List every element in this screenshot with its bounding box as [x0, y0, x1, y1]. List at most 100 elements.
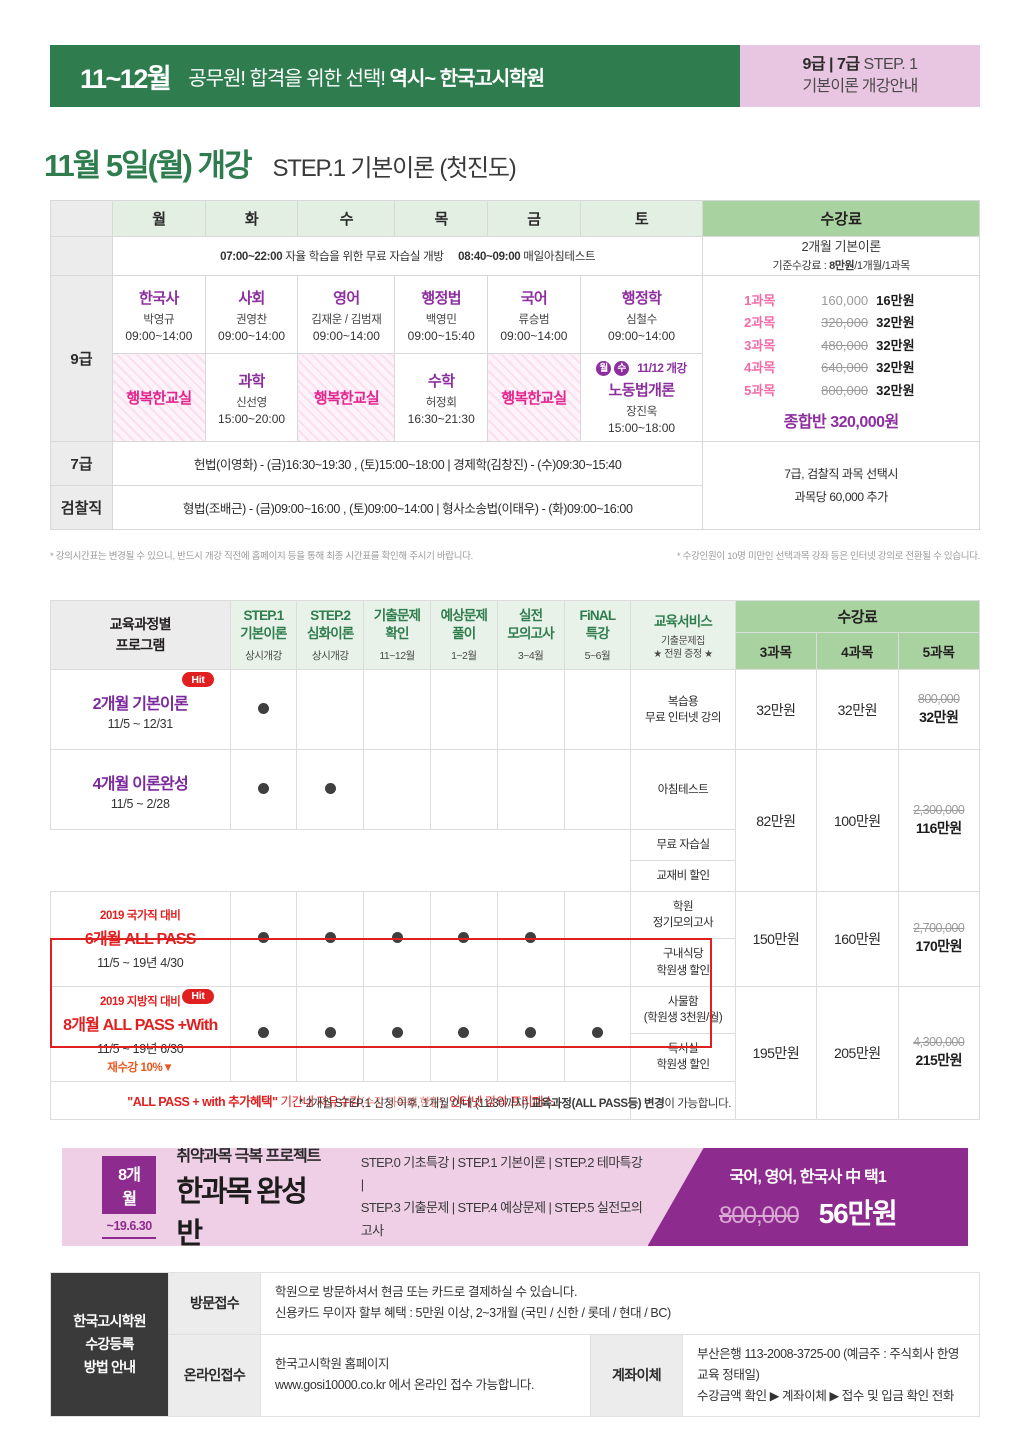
program-subrow: 교재비 할인 — [51, 860, 980, 893]
subject-teacher: 심철수 — [626, 313, 657, 326]
spacer-cell — [297, 861, 364, 892]
spacer-cell — [297, 830, 364, 861]
single-subject-promo-banner: 8개월 ~19.6.30 취약과목 극복 프로젝트 한과목 완성반 STEP.0… — [62, 1148, 968, 1246]
allpass-bonus-rest1: 기간내 자유수강 — [277, 1094, 361, 1109]
hit-badge: Hit — [182, 672, 214, 688]
service-line2: 정기모의고사 — [652, 917, 714, 930]
fee-col-header-4: 4과목 — [816, 632, 899, 671]
step-header-3: 기출문제 확인 11~12월 — [363, 599, 431, 671]
fee-subject-count: 5과목 — [744, 382, 776, 398]
subject-teacher: 류승범 — [518, 313, 550, 326]
check-dot-icon — [257, 702, 269, 714]
promo-step-list: STEP.0 기초특강 | STEP.1 기본이론 | STEP.2 테마특강 … — [361, 1152, 648, 1243]
day-chip-wed: 수 — [614, 360, 630, 376]
service-sub-line1: 기출문제집 — [660, 635, 705, 647]
program-name: 2개월 기본이론 — [92, 696, 189, 714]
step-title-2: 풀이 — [452, 625, 476, 641]
program-mark-cell — [296, 749, 365, 831]
program-mark-cell — [296, 891, 365, 987]
service-item-1: 복습용 무료 인터넷 강의 — [630, 669, 736, 751]
fee-original-price: 320,000 — [821, 315, 869, 331]
spacer-cell — [51, 830, 231, 861]
service-line1: 사물함 — [667, 995, 699, 1008]
banner-headline-plain: 공무원! 합격을 위한 선택! — [188, 67, 386, 90]
banner-month-label: 11~12월 — [80, 63, 172, 94]
program-mark-cell — [563, 891, 632, 987]
service-line1: 아침테스트 — [657, 783, 709, 796]
spacer-cell — [364, 830, 431, 861]
service-item-3: 무료 자습실 — [630, 829, 736, 862]
spacer-cell — [364, 861, 431, 892]
allpass-bonus-text: "ALL PASS + with 추가혜택" 기간내 자유수강(수강 과목에 한… — [49, 1080, 632, 1120]
program-fee-5: 4,300,000 215만원 — [897, 985, 980, 1120]
program-header-line1: 교육과정별 — [109, 616, 172, 633]
grade9-row-afternoon: 행복한교실 과학 신선영 15:00~20:00 행복한교실 수학 허정회 16… — [51, 353, 980, 443]
step-header-5: 실전 모의고사 3~4월 — [496, 599, 565, 671]
fee-sale-price: 16만원 — [876, 292, 915, 308]
promo-price-section: 국어, 영어, 한국사 中 택1 800,000 56만원 — [647, 1148, 968, 1246]
step-period: 상시개강 — [245, 650, 282, 663]
program-fee-5-new: 215만원 — [915, 1052, 963, 1069]
subject-time: 09:00~14:00 — [608, 328, 676, 343]
free-study-band: 07:00~22:00 자율 학습을 위한 무료 자습실 개방 08:40~09… — [111, 235, 704, 277]
subject-time: 15:00~20:00 — [218, 411, 286, 426]
schedule-corner-cell — [50, 200, 113, 237]
program-tag: 2019 국가직 대비 — [100, 909, 181, 922]
step-period: 3~4월 — [517, 650, 544, 663]
step-title: STEP.1 — [243, 608, 284, 623]
program-mark-cell — [229, 891, 298, 987]
registration-title-line2: 수강등록 — [85, 1336, 134, 1353]
day-header-tue: 화 — [204, 200, 299, 237]
program-row: Hit 2개월 기본이론 11/5 ~ 12/31 복습용 무료 인터넷 강의 … — [50, 669, 980, 751]
service-header-sub: 기출문제집 ★ 전원 증정 ★ — [633, 635, 732, 661]
program-header-row-1: 교육과정별 프로그램 STEP.1 기본이론 상시개강 STEP.2 심화이론 … — [50, 599, 981, 671]
check-dot-icon — [257, 782, 269, 794]
program-fee-4: 160만원 — [816, 891, 899, 987]
footnote-right: * 수강인원이 10명 미만인 선택과목 강좌 등은 인터넷 강의로 전환될 수… — [676, 551, 980, 562]
program-mark-cell — [229, 669, 298, 751]
banner-pink-section: 9급 | 7급 STEP. 1 기본이론 개강안내 — [740, 45, 980, 107]
program-mark-cell — [496, 891, 565, 987]
fee-row: 2과목 320,000 32만원 — [713, 312, 969, 331]
program-note-bold: 교육과정(ALL PASS등) 변경 — [530, 1098, 665, 1110]
service-item-2: 아침테스트 — [630, 749, 736, 831]
program-retake-discount: 재수강 10%▼ — [107, 1061, 174, 1074]
schedule-footnotes: * 강의시간표는 변경될 수 있으니, 반드시 개강 직전에 홈페이지 등을 통… — [50, 548, 980, 562]
program-fee-5-new: 116만원 — [915, 820, 962, 837]
program-mark-cell — [429, 891, 498, 987]
spacer-cell — [497, 861, 564, 892]
spacer-cell — [230, 861, 297, 892]
program-subrow: 구내식당 학원생 할인 — [51, 938, 980, 987]
service-line1: 독서실 — [667, 1043, 699, 1056]
program-fee-5-old: 2,300,000 — [913, 803, 965, 818]
day-header-mon: 월 — [112, 200, 206, 237]
program-fee-5: 2,700,000 170만원 — [897, 891, 980, 987]
class-cell-tue-2: 과학 신선영 15:00~20:00 — [204, 353, 299, 443]
day-chips: 월 수 11/12 개강 — [583, 360, 701, 376]
check-dot-icon — [324, 931, 336, 943]
free-study-corner — [50, 235, 113, 277]
program-mark-cell — [563, 749, 632, 831]
program-fee-4: 100만원 — [816, 749, 899, 893]
fee-package-total: 종합반 320,000원 — [783, 413, 900, 431]
program-fee-5: 800,000 32만원 — [897, 669, 980, 751]
subject-time: 09:00~14:00 — [312, 328, 380, 343]
online-detail-line2[interactable]: www.gosi10000.co.kr 에서 온라인 접수 가능합니다. — [275, 1378, 535, 1393]
program-info-cell-3: 2019 국가직 대비 6개월 ALL PASS 11/5 ~ 19년 4/30 — [50, 891, 231, 987]
program-change-note: * 2개월 STEP.1 신청 이후, 1개월 이내 (11/30까지) 교육과… — [50, 1095, 980, 1111]
check-dot-icon — [525, 1026, 537, 1038]
free-study-row: 07:00~22:00 자율 학습을 위한 무료 자습실 개방 08:40~09… — [50, 235, 980, 277]
visit-registration-detail: 학원으로 방문하셔서 현금 또는 카드로 결제하실 수 있습니다. 신용카드 무… — [260, 1272, 980, 1335]
program-fee-3: 195만원 — [734, 985, 818, 1120]
program-info-cell-1: Hit 2개월 기본이론 11/5 ~ 12/31 — [50, 669, 231, 751]
day-header-thu: 목 — [394, 200, 489, 237]
fee-sale-price: 32만원 — [876, 360, 915, 376]
free-study-text2: 매일아침테스트 — [523, 251, 596, 264]
subject-teacher: 권영찬 — [236, 313, 267, 326]
subject-teacher: 박영규 — [143, 313, 175, 326]
fee-original-price: 480,000 — [821, 337, 869, 353]
fee-breakdown-cell: 1과목 160,000 16만원 2과목 320,000 32만원 3과목 48… — [702, 275, 980, 443]
program-mark-cell — [296, 669, 365, 751]
service-line2: 학원생 할인 — [656, 1059, 710, 1072]
fee-row: 3과목 480,000 32만원 — [713, 335, 969, 354]
